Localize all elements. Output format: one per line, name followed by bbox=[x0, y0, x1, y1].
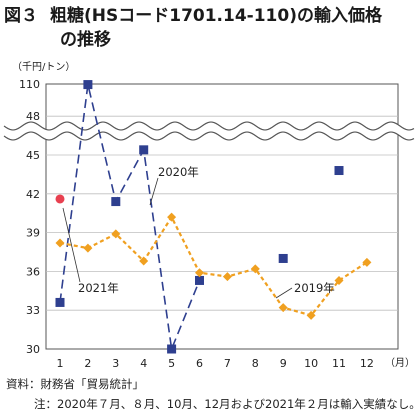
leader-line bbox=[149, 177, 159, 206]
x-tick-label: 10 bbox=[304, 357, 318, 370]
series-label: 2021年 bbox=[78, 281, 119, 295]
series-line bbox=[59, 214, 368, 317]
x-tick-label: 11 bbox=[332, 357, 346, 370]
data-point bbox=[334, 275, 344, 285]
data-point bbox=[278, 303, 288, 313]
data-point bbox=[139, 145, 149, 155]
x-tick-label: 1 bbox=[57, 357, 64, 370]
axis-break-band bbox=[4, 122, 414, 140]
data-point bbox=[306, 310, 316, 320]
x-tick-label: 7 bbox=[224, 357, 231, 370]
series-line bbox=[59, 84, 201, 353]
x-tick-label: 3 bbox=[112, 357, 119, 370]
data-point bbox=[167, 212, 177, 222]
axis-break-line bbox=[3, 121, 415, 131]
leader-line bbox=[62, 207, 81, 283]
y-tick-label: 48 bbox=[26, 110, 40, 123]
leader-line bbox=[275, 287, 293, 299]
x-tick-label: 6 bbox=[196, 357, 203, 370]
data-point bbox=[362, 257, 372, 267]
series-label: 2020年 bbox=[158, 165, 199, 179]
figure-number: 図３ bbox=[4, 6, 38, 26]
y-tick-label: 45 bbox=[26, 149, 40, 162]
y-tick-label: 39 bbox=[26, 227, 40, 240]
y-axis-label: （千円/トン） bbox=[12, 61, 75, 73]
y-tick-label: 36 bbox=[26, 265, 40, 278]
data-point bbox=[222, 272, 232, 282]
data-point bbox=[334, 166, 344, 176]
y-tick-label: 30 bbox=[26, 343, 40, 356]
title-main: 粗糖(HSコード1701.14-110)の輸入価格 bbox=[50, 6, 382, 26]
x-axis-label: （月） bbox=[385, 357, 415, 369]
footnote: 注：2020年７月、８月、10月、12月および2021年２月は輸入実績なし。 bbox=[34, 397, 420, 411]
plot-frame bbox=[45, 83, 399, 350]
data-point bbox=[278, 253, 288, 263]
axis-break-line bbox=[3, 131, 415, 141]
data-point bbox=[195, 275, 204, 285]
data-point bbox=[55, 194, 65, 204]
x-tick-label: 12 bbox=[360, 357, 374, 370]
y-tick-label: 33 bbox=[26, 304, 40, 317]
x-tick-label: 5 bbox=[168, 357, 175, 370]
x-tick-label: 9 bbox=[280, 357, 287, 370]
data-point bbox=[167, 344, 177, 354]
chart-title: 図３ 粗糖(HSコード1701.14-110)の輸入価格 の推移 bbox=[4, 4, 416, 52]
x-tick-label: 2 bbox=[84, 357, 91, 370]
data-point bbox=[195, 268, 204, 278]
data-point bbox=[55, 238, 65, 248]
data-point bbox=[83, 80, 93, 90]
data-point bbox=[250, 264, 260, 274]
data-point bbox=[83, 243, 93, 253]
data-point bbox=[139, 256, 149, 266]
y-tick-label: 42 bbox=[26, 188, 40, 201]
data-point bbox=[55, 297, 65, 307]
x-tick-label: 8 bbox=[252, 357, 259, 370]
title-line-1: 図３ 粗糖(HSコード1701.14-110)の輸入価格 bbox=[4, 4, 416, 28]
x-tick-label: 4 bbox=[140, 357, 147, 370]
y-tick-label: 110 bbox=[19, 78, 40, 91]
title-line-2: の推移 bbox=[60, 30, 111, 50]
data-point bbox=[111, 229, 121, 239]
data-point bbox=[111, 197, 121, 207]
source-note: 資料：財務省「貿易統計」 bbox=[6, 377, 144, 391]
series-label: 2019年 bbox=[294, 281, 335, 295]
